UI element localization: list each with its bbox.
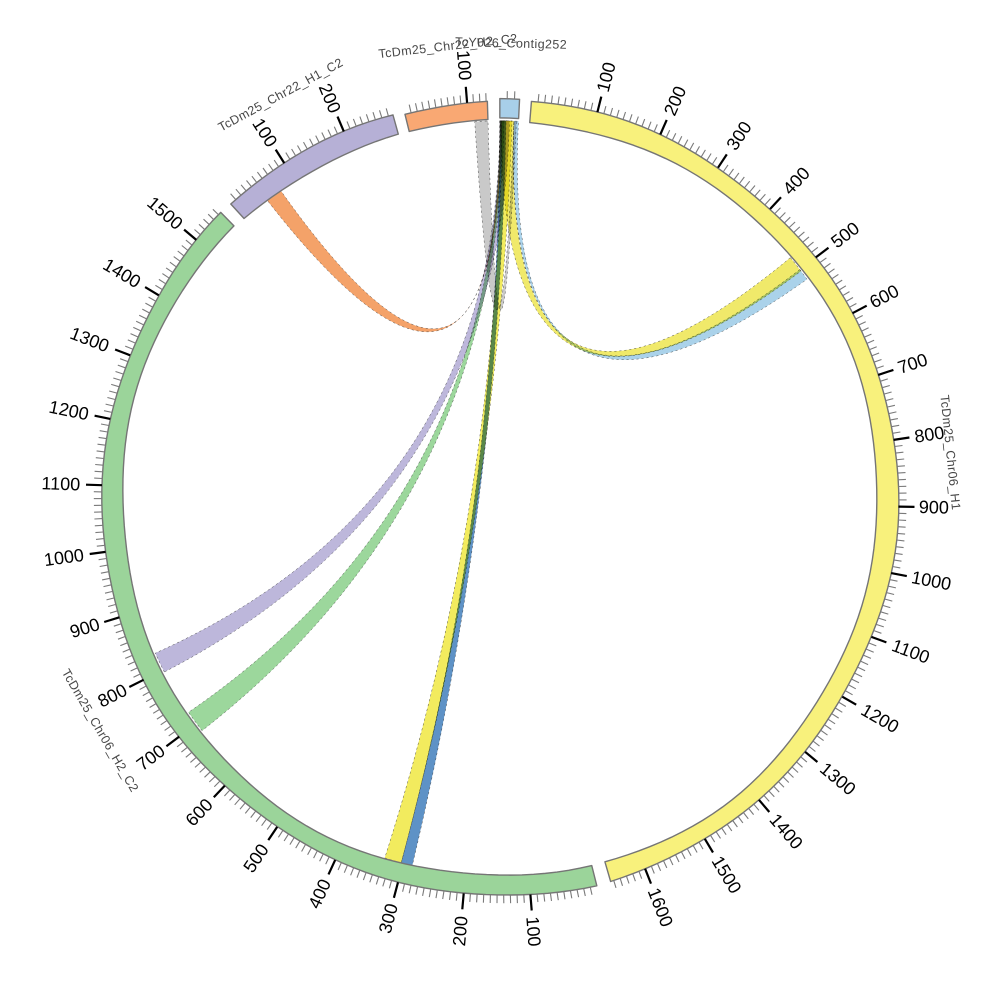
svg-text:100: 100 (453, 49, 475, 81)
svg-text:1100: 1100 (41, 473, 80, 494)
svg-text:200: 200 (449, 915, 472, 947)
svg-text:900: 900 (919, 497, 949, 518)
svg-text:100: 100 (522, 916, 544, 948)
